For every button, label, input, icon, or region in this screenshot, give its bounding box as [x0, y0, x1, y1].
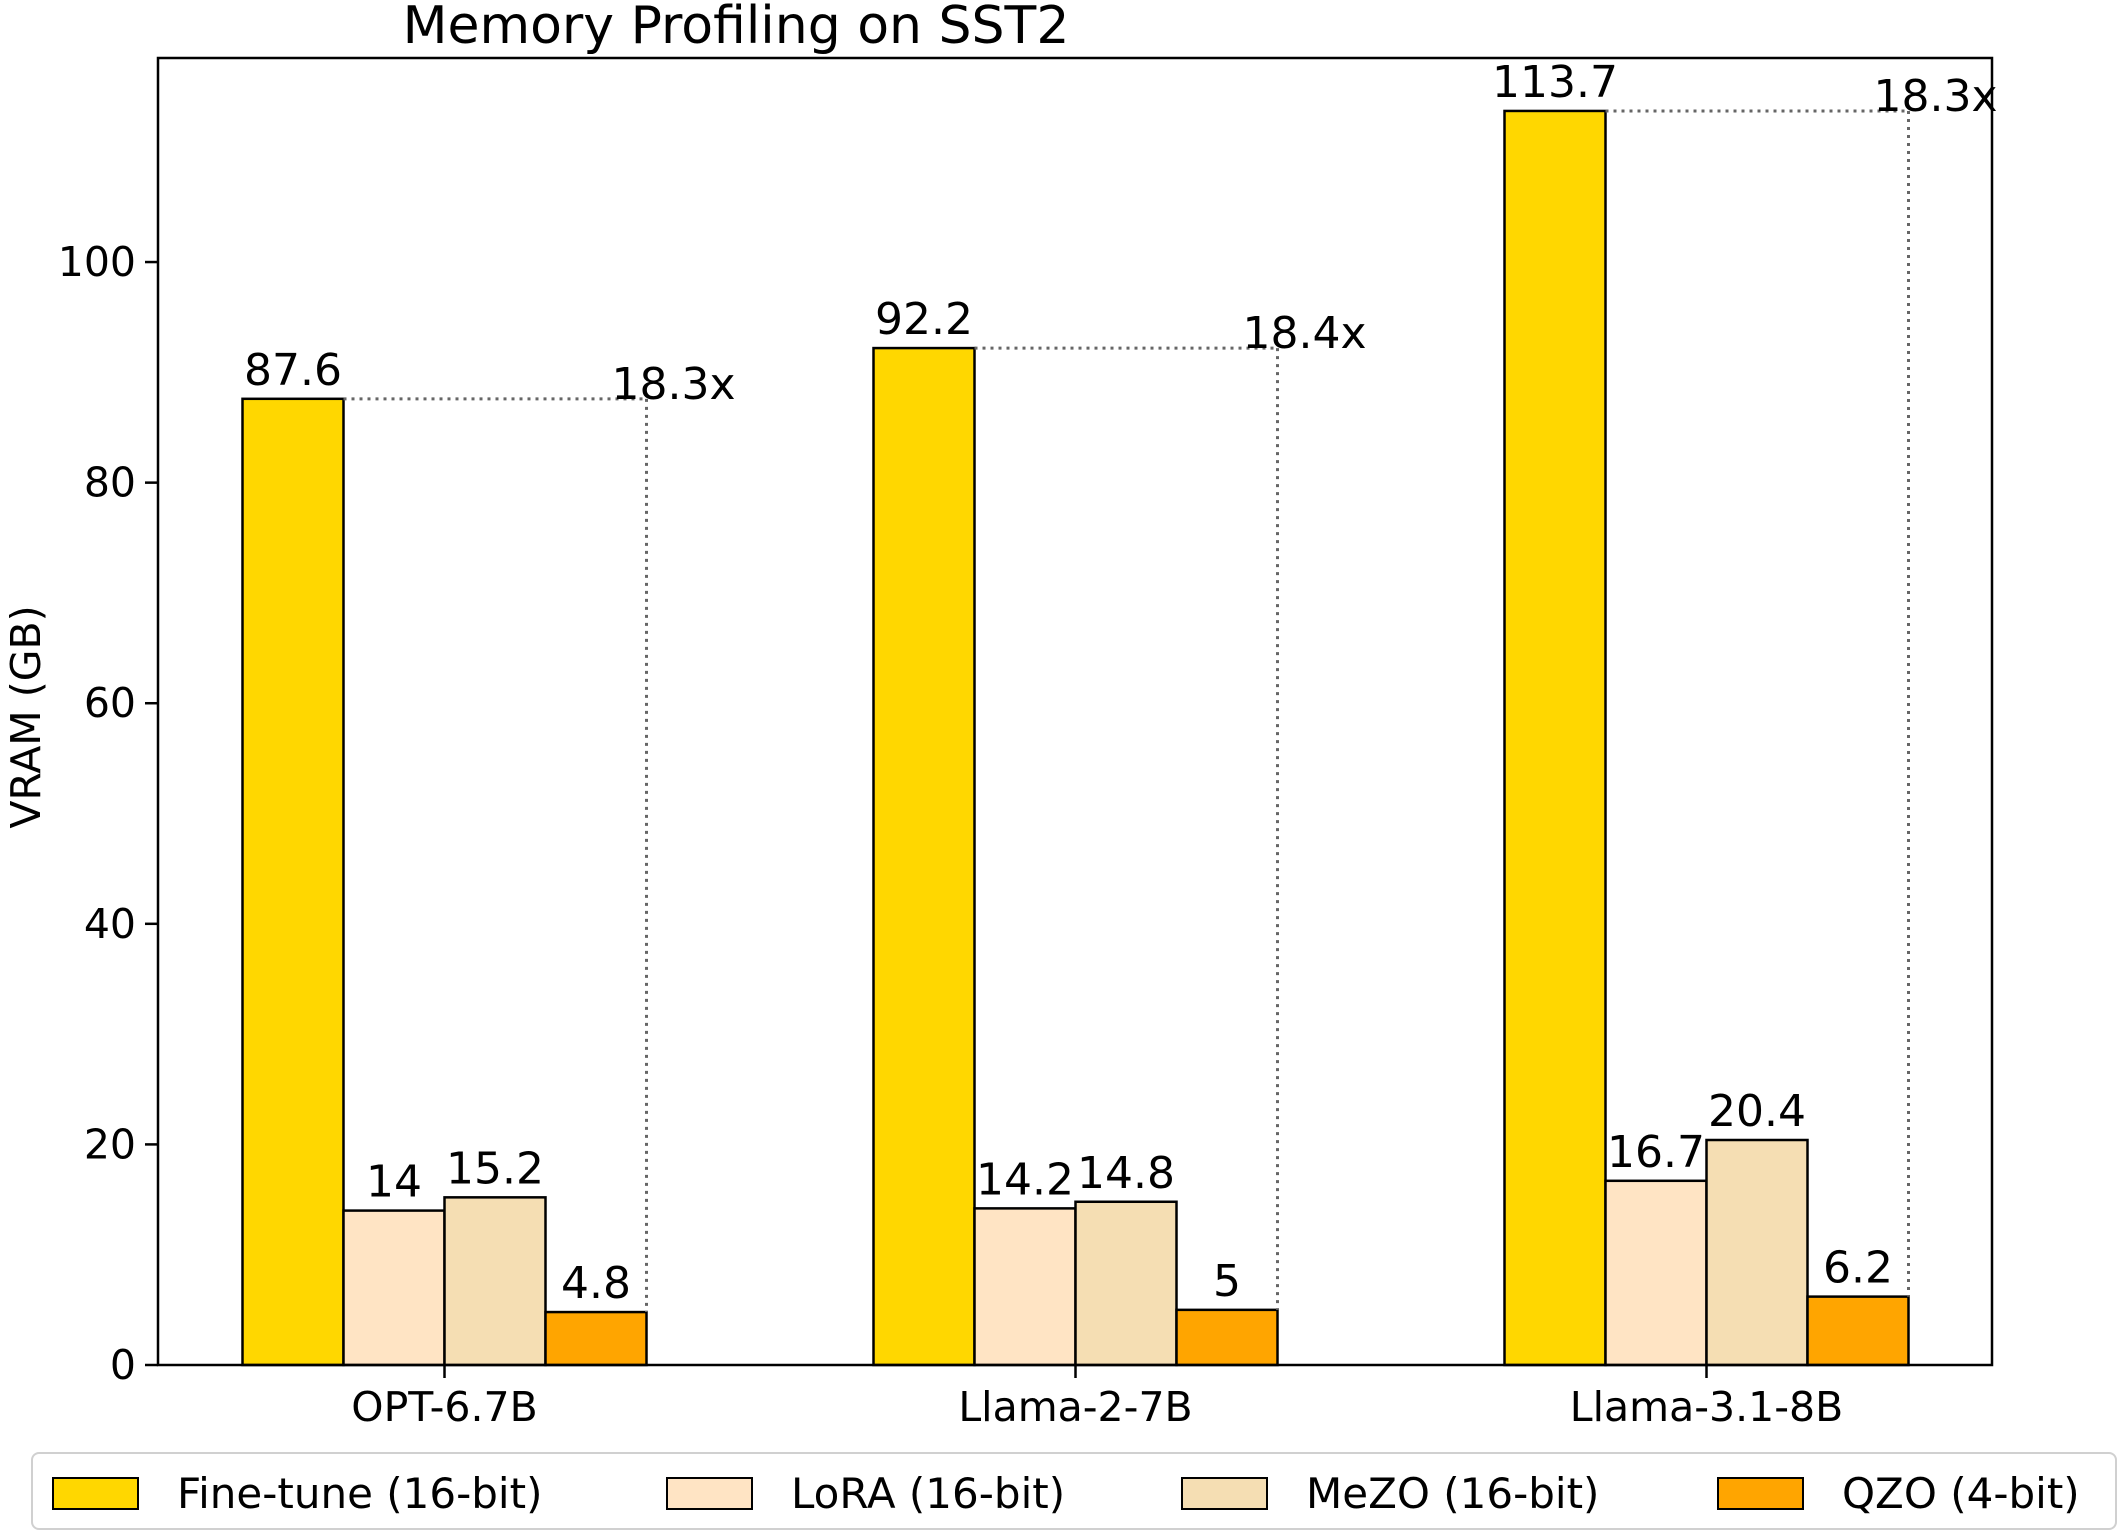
ratio-label: 18.3x [1874, 71, 1998, 122]
bar-value-label: 20.4 [1708, 1086, 1806, 1137]
bar [544, 1310, 648, 1367]
bar-value-label: 16.7 [1607, 1127, 1705, 1178]
legend-swatch-lora [666, 1476, 753, 1510]
x-tick-label: OPT-6.7B [351, 1383, 537, 1431]
bar [1503, 109, 1607, 1367]
bar [241, 397, 345, 1367]
bar [1604, 1179, 1708, 1367]
bar [872, 346, 976, 1367]
y-tick-label: 60 [84, 679, 136, 727]
legend-item-fine-tune: Fine-tune (16-bit) [52, 1454, 542, 1532]
bar [1175, 1308, 1279, 1367]
bar-value-label: 92.2 [875, 294, 973, 345]
bar [1806, 1295, 1910, 1367]
bar-value-label: 113.7 [1492, 57, 1618, 108]
legend-swatch-qzo [1717, 1476, 1804, 1510]
bar-value-label: 6.2 [1823, 1243, 1893, 1294]
x-tick-label: Llama-3.1-8B [1570, 1383, 1843, 1431]
bar-value-label: 87.6 [244, 345, 342, 396]
legend-item-qzo: QZO (4-bit) [1717, 1454, 2080, 1532]
y-tick-label: 100 [58, 238, 136, 286]
bar-value-label: 14 [366, 1157, 422, 1208]
y-tick-label: 20 [84, 1120, 136, 1168]
plot-area: 0 20 40 60 80 100 OPT-6.7B 87.6 14 15.2 4.8 18.3x Ll… [58, 57, 1998, 1431]
bar-value-label: 4.8 [561, 1258, 631, 1309]
legend-swatch-mezo [1181, 1476, 1268, 1510]
legend-label-fine-tune: Fine-tune (16-bit) [177, 1468, 543, 1518]
legend-label-qzo: QZO (4-bit) [1842, 1468, 2080, 1518]
bar-value-label: 15.2 [446, 1143, 544, 1194]
x-tick-label: Llama-2-7B [958, 1383, 1192, 1431]
bar [973, 1207, 1077, 1367]
y-axis-label: VRAM (GB) [2, 605, 50, 828]
chart-title: Memory Profiling on SST2 [403, 0, 1070, 56]
bar-value-label: 14.2 [976, 1154, 1074, 1205]
legend-swatch-fine-tune [52, 1476, 139, 1510]
legend-label-mezo: MeZO (16-bit) [1306, 1468, 1600, 1518]
bar-value-label: 14.8 [1077, 1148, 1175, 1199]
legend-item-mezo: MeZO (16-bit) [1181, 1454, 1599, 1532]
legend-label-lora: LoRA (16-bit) [791, 1468, 1066, 1518]
bar [1074, 1200, 1178, 1367]
legend: Fine-tune (16-bit) LoRA (16-bit) MeZO (1… [31, 1452, 2117, 1530]
plot-frame [156, 56, 1994, 1367]
bar-value-label: 5 [1213, 1256, 1241, 1307]
bar [342, 1209, 446, 1367]
bar [443, 1196, 547, 1367]
y-tick-label: 80 [84, 459, 136, 507]
bar [1705, 1138, 1809, 1367]
y-tick-label: 0 [110, 1341, 136, 1389]
y-tick-label: 40 [84, 900, 136, 948]
ratio-label: 18.4x [1243, 308, 1367, 359]
ratio-label: 18.3x [612, 359, 736, 410]
legend-item-lora: LoRA (16-bit) [666, 1454, 1065, 1532]
